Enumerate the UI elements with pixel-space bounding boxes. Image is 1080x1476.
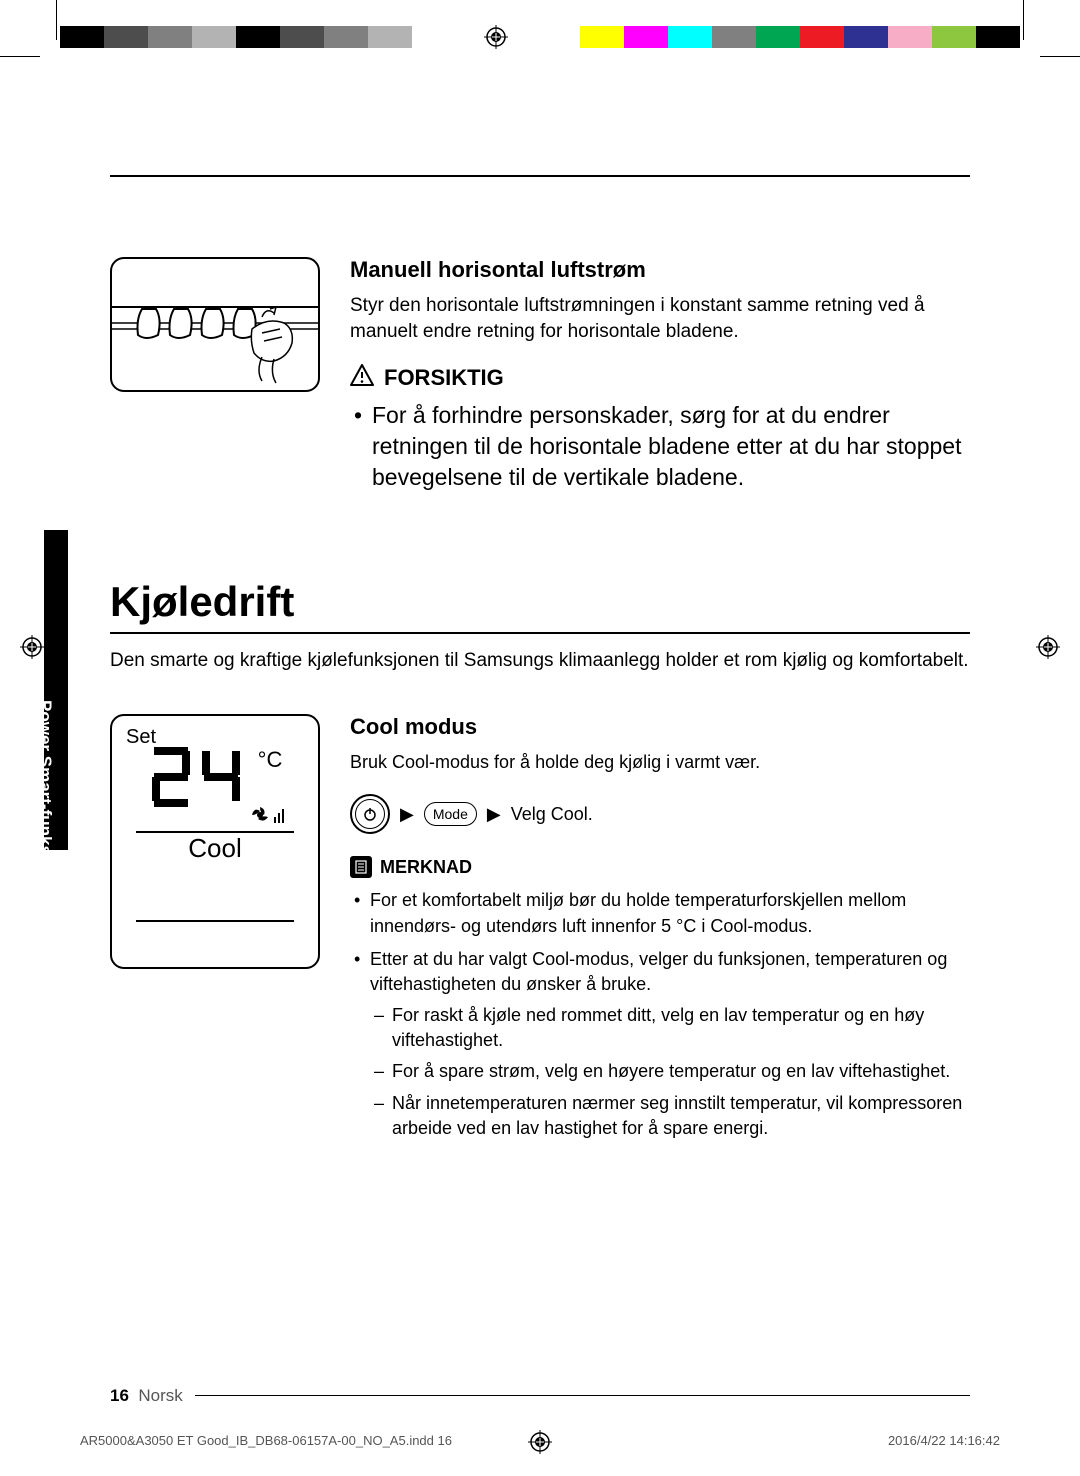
- power-icon: [362, 806, 378, 822]
- note-icon: [350, 856, 372, 878]
- section-cooling-text: Cool modus Bruk Cool-modus for å holde d…: [350, 714, 970, 1149]
- arrow-icon: ▶: [487, 804, 501, 825]
- velg-cool-text: Velg Cool.: [511, 804, 593, 825]
- registration-mark-right: [1036, 635, 1060, 659]
- cool-modus-body: Bruk Cool-modus for å holde deg kjølig i…: [350, 750, 970, 774]
- airflow-body: Styr den horisontale luftstrømningen i k…: [350, 293, 970, 344]
- crop-mark: [0, 56, 40, 57]
- warning-icon: [350, 364, 374, 392]
- registration-mark-left: [20, 635, 44, 659]
- footer-lang: Norsk: [138, 1386, 182, 1405]
- airflow-subheading: Manuell horisontal luftstrøm: [350, 257, 970, 283]
- fan-icon: [250, 803, 290, 827]
- note-item-text: Etter at du har valgt Cool-modus, velger…: [370, 949, 947, 994]
- merknad-label: MERKNAD: [380, 857, 472, 878]
- arrow-icon: ▶: [400, 804, 414, 825]
- subnote-item: For raskt å kjøle ned rommet ditt, velg …: [370, 1003, 970, 1053]
- section-cooling-body: Set: [110, 714, 970, 1149]
- notes-list: For et komfortabelt miljø bør du holde t…: [350, 888, 970, 1141]
- section-cooling-title: Kjøledrift: [110, 578, 970, 626]
- section-cooling-rule: [110, 632, 970, 634]
- section-airflow-text: Manuell horisontal luftstrøm Styr den ho…: [350, 257, 970, 493]
- cool-modus-heading: Cool modus: [350, 714, 970, 740]
- remote-divider-2: [136, 920, 294, 922]
- footer-page-number: 16: [110, 1386, 129, 1405]
- top-rule: [110, 175, 970, 177]
- remote-display: Set: [110, 714, 320, 969]
- caution-text: For å forhindre personskader, sørg for a…: [350, 400, 970, 493]
- remote-temp-digits: [148, 745, 258, 811]
- caution-label: FORSIKTIG: [384, 365, 504, 391]
- power-button[interactable]: [350, 794, 390, 834]
- subnote-item: For å spare strøm, velg en høyere temper…: [370, 1059, 970, 1084]
- registration-mark-top: [484, 25, 508, 49]
- footer-rule: [195, 1395, 970, 1396]
- remote-mode-label: Cool: [126, 833, 304, 864]
- remote-unit: °C: [258, 747, 283, 773]
- registration-mark-bottom: [528, 1430, 552, 1454]
- subnote-item: Når innetemperaturen nærmer seg innstilt…: [370, 1091, 970, 1141]
- section-cooling-intro: Den smarte og kraftige kjølefunksjonen t…: [110, 648, 970, 674]
- footer-file: AR5000&A3050 ET Good_IB_DB68-06157A-00_N…: [80, 1433, 452, 1448]
- page-content: Manuell horisontal luftstrøm Styr den ho…: [110, 175, 970, 1356]
- subnotes-list: For raskt å kjøle ned rommet ditt, velg …: [370, 1003, 970, 1141]
- section-airflow: Manuell horisontal luftstrøm Styr den ho…: [110, 257, 970, 493]
- footer-page: 16 Norsk: [110, 1386, 183, 1406]
- color-bar-left: [60, 26, 412, 48]
- merknad-heading: MERKNAD: [350, 856, 970, 878]
- caution-heading: FORSIKTIG: [350, 364, 970, 392]
- note-item: Etter at du har valgt Cool-modus, velger…: [350, 947, 970, 1141]
- print-marks-top: [0, 25, 1080, 49]
- note-item: For et komfortabelt miljø bør du holde t…: [350, 888, 970, 938]
- footer-date: 2016/4/22 14:16:42: [888, 1433, 1000, 1448]
- mode-button[interactable]: Mode: [424, 802, 477, 826]
- airflow-illustration: [110, 257, 320, 392]
- sidebar-tab-label: Power Smart-funksjoner: [35, 700, 55, 897]
- color-bar-right: [580, 26, 1020, 48]
- crop-mark: [1040, 56, 1080, 57]
- button-sequence: ▶ Mode ▶ Velg Cool.: [350, 794, 970, 834]
- remote-temp-row: °C: [126, 745, 304, 811]
